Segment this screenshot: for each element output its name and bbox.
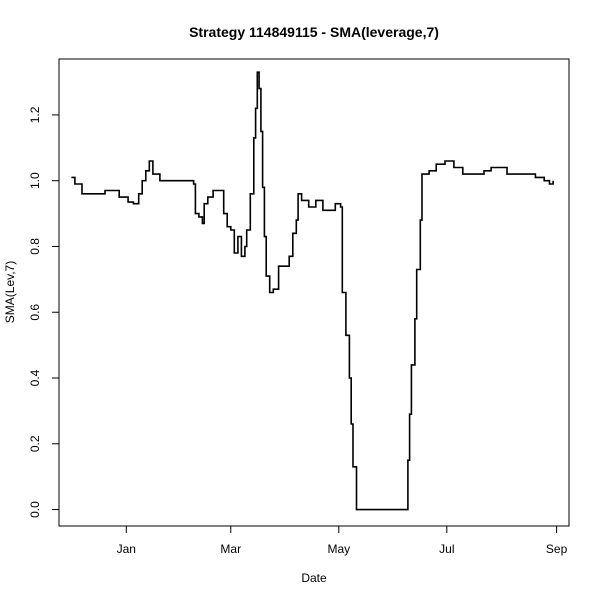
x-tick-label: Jan xyxy=(117,542,136,556)
x-tick-label: Jul xyxy=(439,542,454,556)
x-tick-label: May xyxy=(327,542,350,556)
chart-title: Strategy 114849115 - SMA(leverage,7) xyxy=(189,24,439,40)
series-line xyxy=(71,71,554,511)
x-axis: Jan Mar May Jul Sep xyxy=(117,525,568,556)
y-axis-label: SMA(Lev,7) xyxy=(3,261,17,323)
x-tick-label: Sep xyxy=(546,542,568,556)
plot-frame xyxy=(58,58,570,527)
y-tick-label: 0.0 xyxy=(28,501,42,518)
y-tick-label: 0.8 xyxy=(28,238,42,255)
y-tick-label: 0.4 xyxy=(28,369,42,386)
y-tick-label: 1.0 xyxy=(28,172,42,189)
y-axis: 0.0 0.2 0.4 0.6 0.8 1.0 1.2 xyxy=(28,106,60,518)
x-tick-label: Mar xyxy=(220,542,241,556)
y-tick-label: 1.2 xyxy=(28,106,42,123)
y-tick-label: 0.2 xyxy=(28,435,42,452)
y-tick-label: 0.6 xyxy=(28,304,42,321)
x-axis-label: Date xyxy=(301,571,327,585)
